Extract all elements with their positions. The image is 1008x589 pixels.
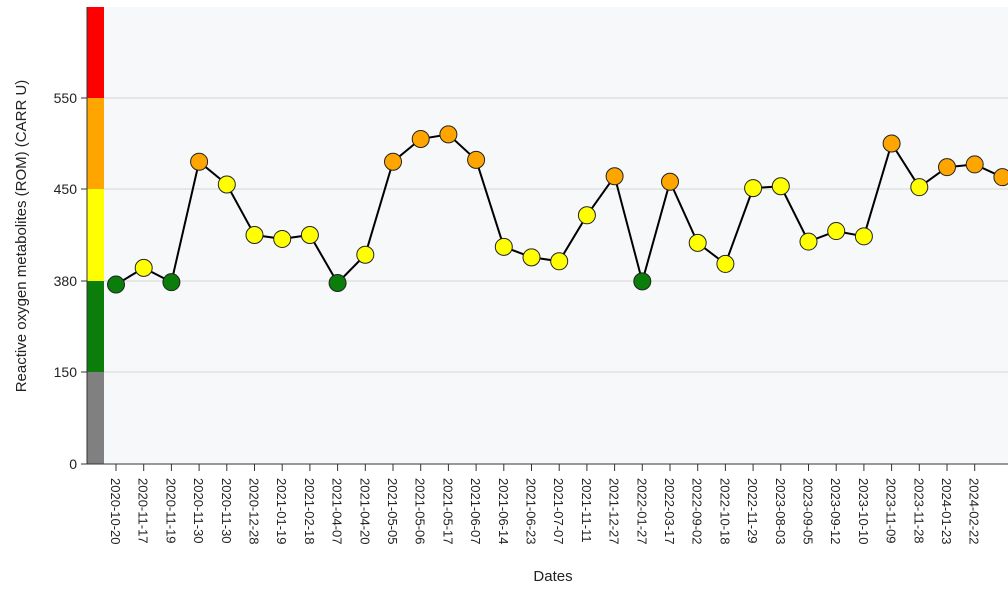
x-tick-label: 2021-05-05 xyxy=(385,478,400,545)
x-tick-label: 2021-05-17 xyxy=(440,478,455,545)
y-tick-label: 450 xyxy=(54,181,78,197)
x-tick-label: 2022-03-17 xyxy=(662,478,677,545)
data-point xyxy=(799,232,818,251)
data-point xyxy=(494,237,513,256)
x-tick-label: 2023-09-05 xyxy=(801,478,816,545)
x-tick-label: 2020-12-28 xyxy=(247,478,262,545)
x-tick-label: 2021-11-11 xyxy=(579,478,594,543)
risk-band-segment xyxy=(87,372,104,464)
x-tick-label: 2023-11-09 xyxy=(884,478,899,544)
data-point xyxy=(384,152,402,171)
x-tick-label: 2020-10-20 xyxy=(108,478,123,545)
x-tick-label: 2021-01-19 xyxy=(274,478,289,545)
y-tick-label: 0 xyxy=(69,456,77,472)
x-tick-label: 2021-07-07 xyxy=(551,478,566,545)
x-tick-label: 2024-01-23 xyxy=(939,478,954,545)
y-axis-title: Reactive oxygen metabolites (ROM) (CARR … xyxy=(13,80,30,393)
y-tick-label: 550 xyxy=(54,90,78,106)
data-point xyxy=(993,168,1008,187)
x-tick-label: 2021-12-27 xyxy=(607,478,622,545)
x-tick-label: 2020-11-30 xyxy=(191,478,206,544)
x-tick-label: 2022-11-29 xyxy=(745,478,760,544)
x-tick-label: 2021-06-14 xyxy=(496,478,511,545)
risk-band-segment xyxy=(87,189,104,281)
data-point xyxy=(882,134,901,153)
data-point xyxy=(522,248,541,267)
data-point xyxy=(605,167,624,186)
data-point xyxy=(577,206,596,225)
risk-band-segment xyxy=(87,281,104,372)
data-point xyxy=(411,129,430,148)
data-point xyxy=(744,179,763,198)
risk-band-segment xyxy=(87,7,104,98)
x-tick-label: 2021-06-07 xyxy=(468,478,483,545)
data-point xyxy=(356,245,375,264)
data-point xyxy=(273,229,292,248)
data-point xyxy=(467,150,486,169)
data-point xyxy=(716,254,735,273)
data-point xyxy=(217,175,236,194)
data-point xyxy=(827,222,846,241)
x-tick-label: 2021-02-18 xyxy=(302,478,317,545)
x-tick-label: 2020-11-17 xyxy=(136,478,151,544)
x-tick-label: 2024-02-22 xyxy=(967,478,982,545)
data-point xyxy=(910,178,929,197)
x-tick-label: 2023-10-10 xyxy=(856,478,871,545)
data-point xyxy=(328,273,347,292)
data-point xyxy=(245,226,264,244)
x-tick-label: 2022-10-18 xyxy=(717,478,732,545)
y-tick-label: 150 xyxy=(54,364,78,380)
data-point xyxy=(550,252,569,271)
x-tick-label: 2021-04-07 xyxy=(330,478,345,545)
data-point xyxy=(162,273,181,292)
data-point xyxy=(190,152,209,171)
x-tick-label: 2021-06-23 xyxy=(524,478,539,545)
data-point xyxy=(965,155,984,174)
data-point xyxy=(633,272,652,291)
x-tick-label: 2021-04-20 xyxy=(357,478,372,545)
x-tick-label: 2020-11-30 xyxy=(219,478,234,544)
data-point xyxy=(439,125,458,144)
x-tick-label: 2022-01-27 xyxy=(634,478,649,545)
data-point xyxy=(107,275,125,294)
data-point xyxy=(134,258,153,277)
data-point xyxy=(771,177,790,196)
data-point xyxy=(661,172,679,191)
x-tick-label: 2021-05-06 xyxy=(413,478,428,545)
data-point xyxy=(938,158,956,177)
x-tick-label: 2020-11-19 xyxy=(163,478,178,544)
data-point xyxy=(854,227,873,246)
x-tick-label: 2022-09-02 xyxy=(690,478,705,545)
risk-band-segment xyxy=(87,98,104,189)
x-axis-title: Dates xyxy=(533,568,572,584)
x-tick-label: 2023-09-12 xyxy=(828,478,843,545)
y-tick-label: 380 xyxy=(54,273,78,289)
data-point xyxy=(688,233,707,252)
data-point xyxy=(300,226,319,244)
x-tick-label: 2023-11-28 xyxy=(911,478,926,544)
x-tick-label: 2023-08-03 xyxy=(773,478,788,545)
